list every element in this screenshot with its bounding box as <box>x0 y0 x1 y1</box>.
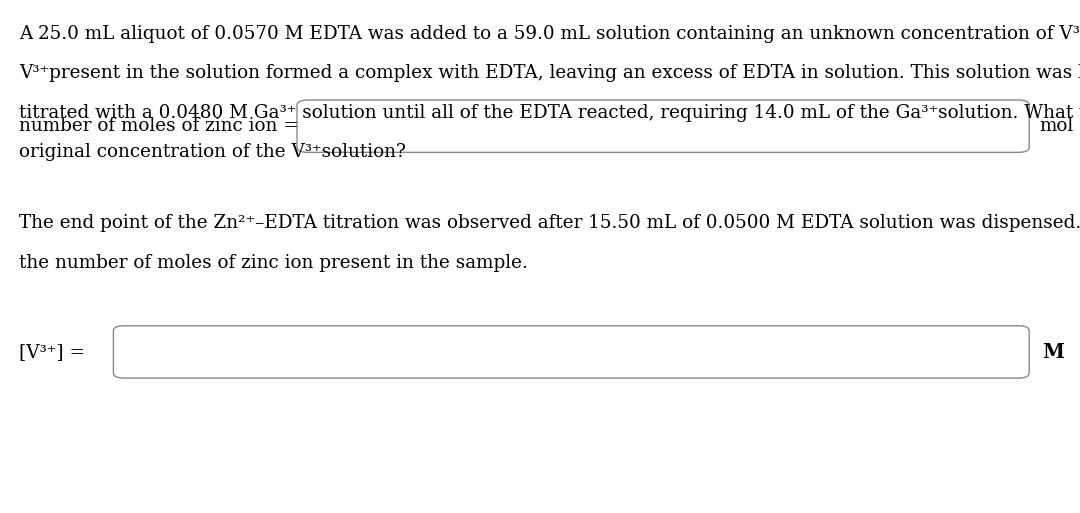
Text: mol: mol <box>1039 117 1074 135</box>
Text: titrated with a 0.0480 M Ga³⁺ solution until all of the EDTA reacted, requiring : titrated with a 0.0480 M Ga³⁺ solution u… <box>19 104 1080 122</box>
Text: original concentration of the V³⁺solution?: original concentration of the V³⁺solutio… <box>19 143 406 161</box>
Text: the number of moles of zinc ion present in the sample.: the number of moles of zinc ion present … <box>19 254 528 272</box>
Text: [V³⁺] =: [V³⁺] = <box>19 343 85 361</box>
FancyBboxPatch shape <box>113 326 1029 378</box>
Text: number of moles of zinc ion =: number of moles of zinc ion = <box>19 117 299 135</box>
Text: A 25.0 mL aliquot of 0.0570 M EDTA was added to a 59.0 mL solution containing an: A 25.0 mL aliquot of 0.0570 M EDTA was a… <box>19 25 1080 43</box>
Text: M: M <box>1042 342 1064 362</box>
Text: The end point of the Zn²⁺–EDTA titration was observed after 15.50 mL of 0.0500 M: The end point of the Zn²⁺–EDTA titration… <box>19 214 1080 232</box>
Text: V³⁺present in the solution formed a complex with EDTA, leaving an excess of EDTA: V³⁺present in the solution formed a comp… <box>19 64 1080 82</box>
FancyBboxPatch shape <box>297 100 1029 152</box>
